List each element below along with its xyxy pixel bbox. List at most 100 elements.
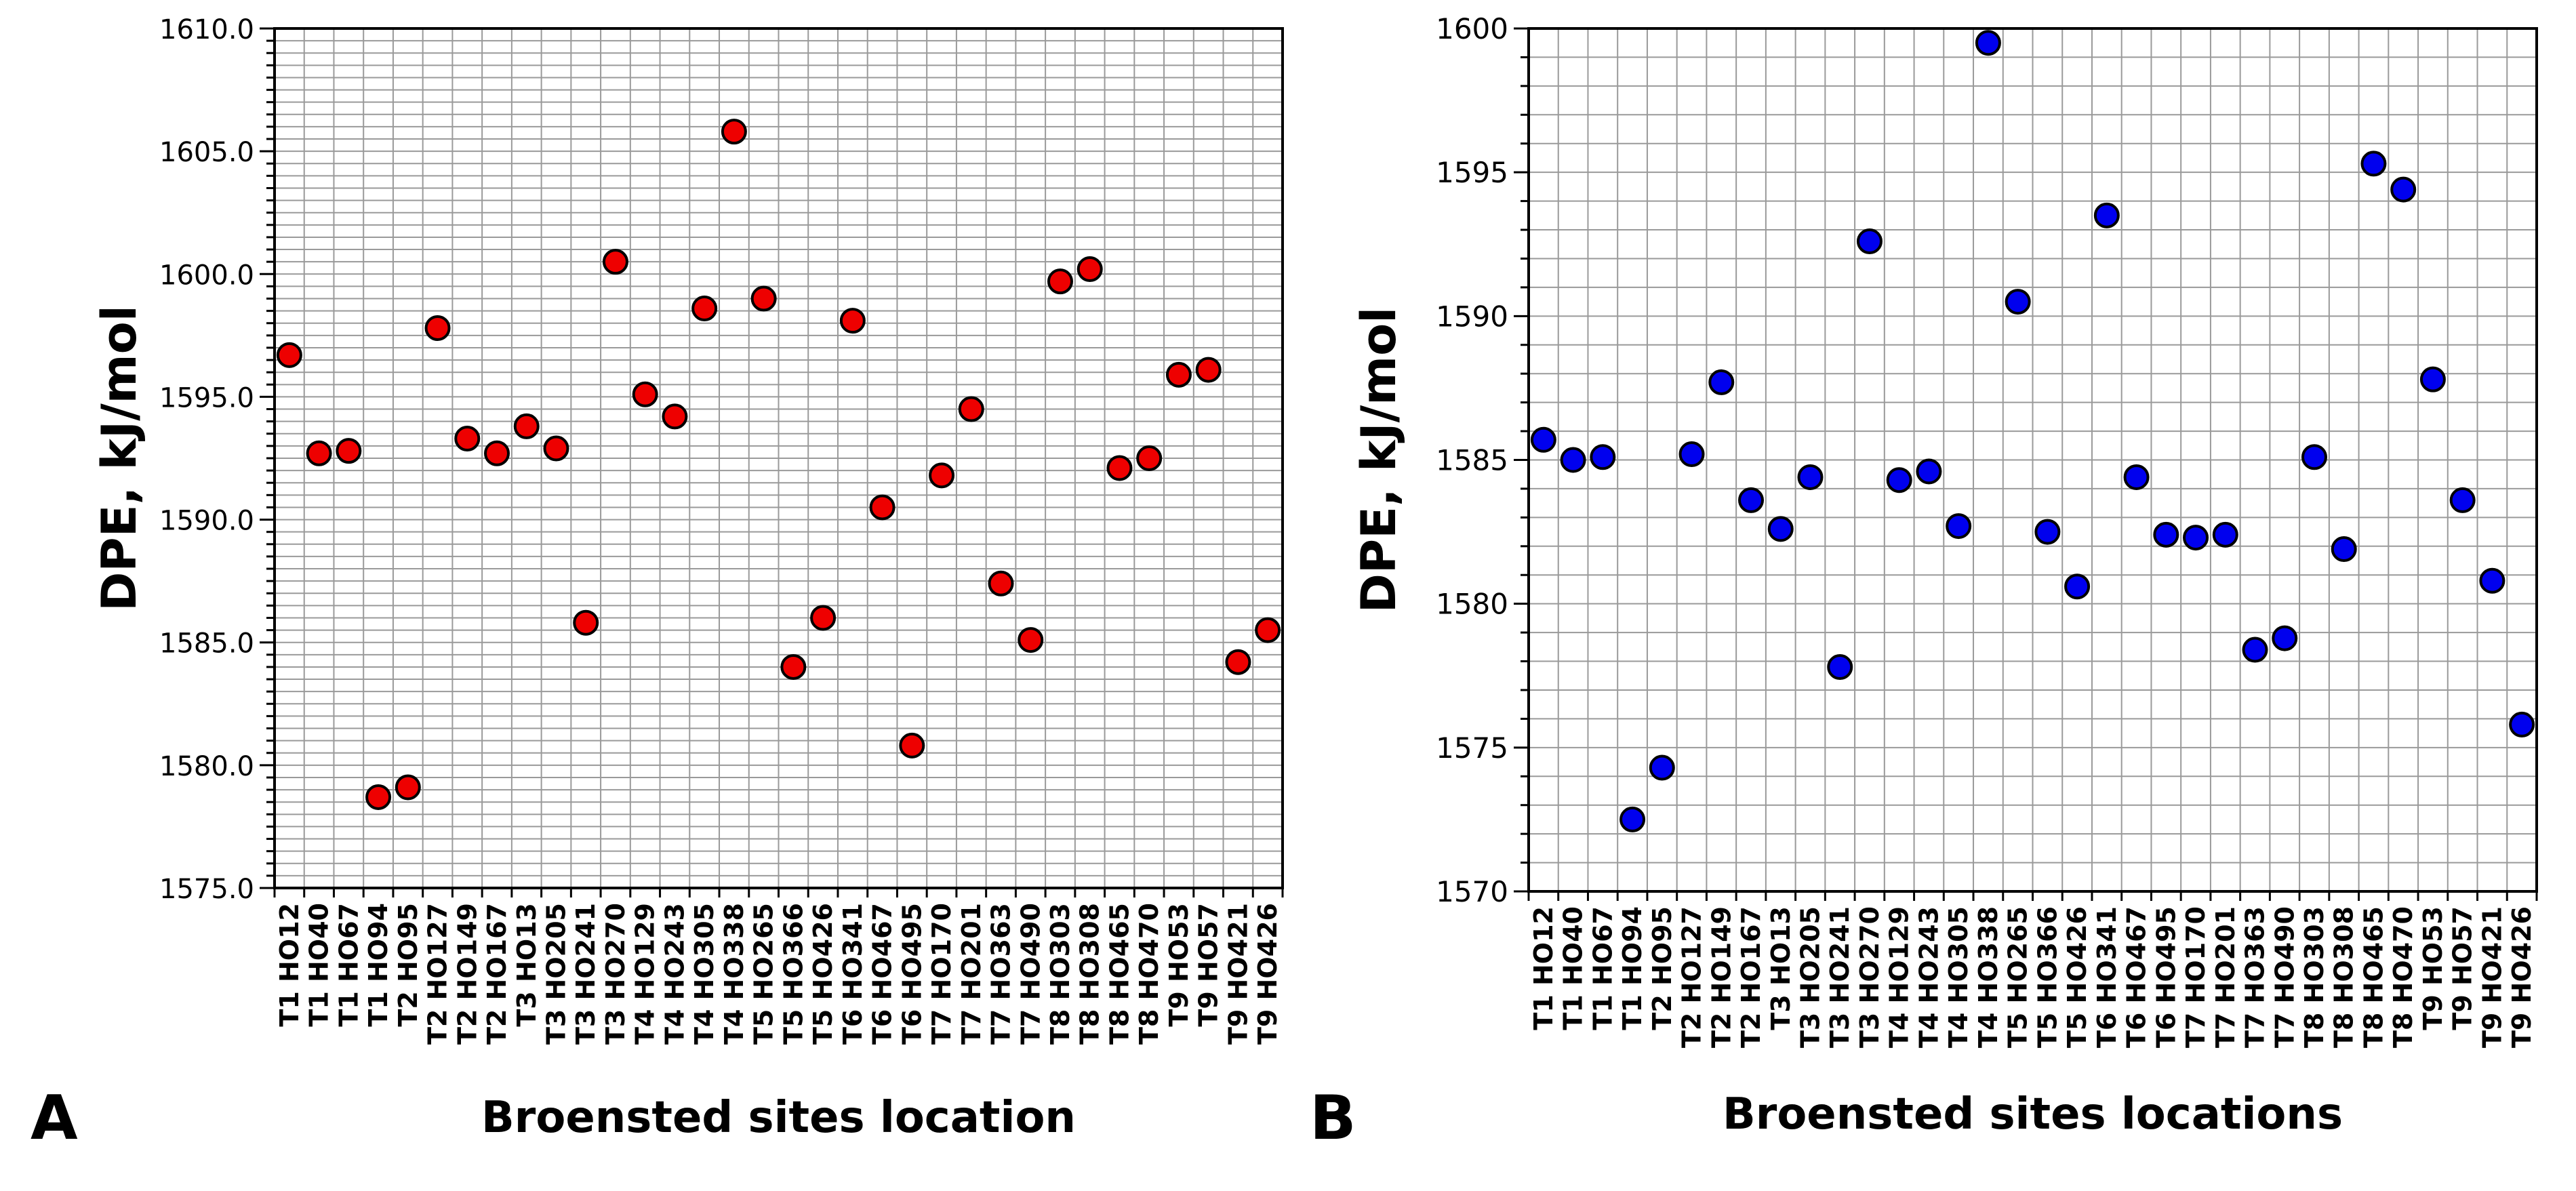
data-point [484, 440, 510, 466]
y-tick-label: 1575 [1436, 731, 1508, 765]
x-tick-label: T3 HO270 [1855, 906, 1885, 1048]
x-tick-label: T4 HO305 [689, 903, 719, 1045]
data-point [573, 609, 599, 636]
x-tick-label: T9 HO57 [1194, 903, 1224, 1027]
data-point [1975, 30, 2001, 56]
x-tick-label: T4 HO338 [719, 903, 749, 1045]
x-tick-label: T4 HO129 [630, 903, 660, 1045]
data-point [632, 381, 658, 407]
data-point [2301, 444, 2327, 470]
data-point [2331, 536, 2357, 563]
data-point [2153, 521, 2179, 548]
x-axis-title: Broensted sites locations [1723, 1089, 2343, 1139]
y-tick-label: 1595 [1436, 156, 1508, 189]
y-tick-label: 1585.0 [159, 628, 254, 660]
x-tick-label: T8 HO470 [2388, 906, 2418, 1048]
y-tick-label: 1605.0 [159, 137, 254, 168]
data-point [1738, 487, 1765, 513]
data-series [1530, 30, 2535, 832]
x-tick-label: T6 HO495 [897, 903, 927, 1045]
y-tick-label: 1610.0 [159, 14, 254, 45]
x-tick-label: T3 HO205 [541, 903, 571, 1045]
data-point [1590, 444, 1616, 470]
data-point [395, 774, 421, 801]
data-point [929, 462, 955, 489]
x-tick-label: T1 HO67 [334, 903, 363, 1027]
y-tick-label: 1590.0 [159, 506, 254, 537]
x-axis-title: Broensted sites location [481, 1093, 1076, 1143]
grid [275, 28, 1283, 888]
data-point [810, 605, 837, 631]
x-tick-label: T4 HO243 [1914, 906, 1944, 1048]
x-tick-label: T9 HO57 [2448, 906, 2478, 1030]
data-point [869, 494, 895, 521]
x-tick-label: T1 HO12 [1529, 906, 1558, 1030]
y-tick-label: 1600.0 [159, 260, 254, 291]
data-point [454, 426, 481, 452]
data-point [276, 342, 302, 368]
data-point [1797, 464, 1824, 490]
x-tick-label: T3 HO205 [1795, 906, 1825, 1048]
x-tick-label: T6 HO341 [838, 903, 868, 1045]
x-tick-label: T1 HO40 [304, 903, 334, 1027]
y-tick-label: 1595.0 [159, 382, 254, 413]
data-point [1886, 467, 1912, 493]
data-point [2242, 637, 2268, 663]
y-tick-label: 1585 [1436, 444, 1508, 477]
y-tick-label: 1590 [1436, 300, 1508, 333]
x-tick-label: T4 HO243 [660, 903, 689, 1045]
data-point [1255, 617, 1281, 643]
data-point [2005, 289, 2031, 315]
data-point [1619, 806, 1646, 832]
x-tick-label: T1 HO67 [1588, 906, 1617, 1030]
x-tick-label: T6 HO341 [2092, 906, 2122, 1048]
x-tick-label: T1 HO94 [363, 903, 393, 1027]
data-point [1165, 361, 1192, 388]
data-point [2419, 366, 2446, 392]
y-axis: 1570 1575 1580 1585 1590 1595 1600 [1436, 12, 1529, 908]
x-tick-label: T5 HO366 [778, 903, 808, 1045]
data-point [336, 438, 362, 464]
x-tick-label: T2 HO149 [1706, 906, 1736, 1048]
data-point [2509, 711, 2535, 738]
x-tick-label: T1 HO40 [1558, 906, 1588, 1030]
x-tick-label: T8 HO303 [2299, 906, 2329, 1048]
data-point [691, 296, 718, 322]
data-point [1916, 458, 1942, 485]
data-point [2034, 519, 2061, 545]
data-point [2449, 487, 2476, 513]
data-point [365, 784, 392, 810]
x-tick-label: T2 HO149 [452, 903, 482, 1045]
x-tick-label: T8 HO303 [1045, 903, 1075, 1045]
x-tick-label: T4 HO129 [1885, 906, 1914, 1048]
y-tick-label: 1580.0 [159, 751, 254, 782]
x-tick-label: T4 HO338 [1973, 906, 2003, 1048]
x-tick-label: T2 HO167 [482, 903, 512, 1045]
x-tick-label: T2 HO127 [423, 903, 453, 1045]
data-point [1018, 627, 1044, 653]
data-series [276, 119, 1281, 810]
data-point [1827, 654, 1853, 681]
grid [1529, 28, 2537, 891]
x-tick-label: T7 HO490 [1015, 903, 1045, 1045]
x-tick-label: T1 HO94 [1617, 906, 1647, 1030]
y-tick-label: 1600 [1436, 12, 1508, 45]
data-point [988, 570, 1014, 597]
data-point [602, 249, 628, 275]
data-point [780, 653, 807, 680]
data-point [2183, 525, 2209, 551]
x-tick-label: T5 HO265 [749, 903, 779, 1045]
x-tick-label: T5 HO426 [808, 903, 838, 1045]
data-point [721, 119, 747, 145]
x-tick-label: T2 HO95 [393, 903, 423, 1027]
x-tick-label: T2 HO95 [1647, 906, 1677, 1030]
x-tick-label: T9 HO426 [1253, 903, 1283, 1045]
data-point [1678, 441, 1705, 468]
x-tick-label: T7 HO201 [2211, 906, 2240, 1048]
x-tick-label: T8 HO470 [1134, 903, 1164, 1045]
x-tick-label: T1 HO12 [275, 903, 304, 1027]
x-tick-label: T8 HO465 [1104, 903, 1134, 1045]
y-axis: 1575.0 1580.0 1585.0 1590.0 1595.0 1600.0 1605… [159, 14, 275, 905]
x-tick-label: T5 HO366 [2032, 906, 2062, 1048]
